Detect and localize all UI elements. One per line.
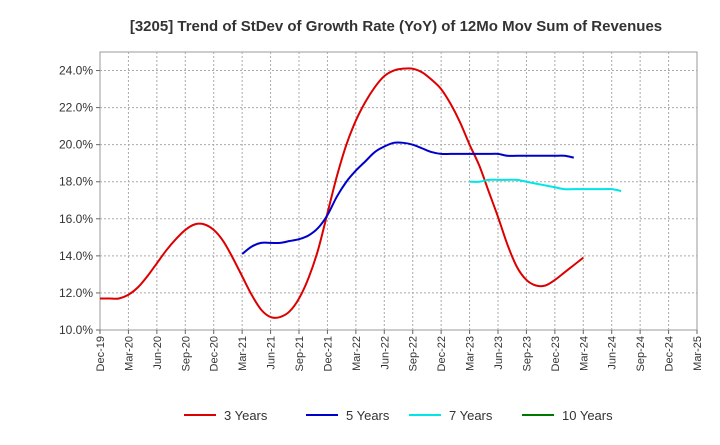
chart-title: [3205] Trend of StDev of Growth Rate (Yo… [130,18,662,35]
x-tick-label: Dec-23 [550,336,562,371]
grid-lines [100,52,697,330]
y-tick-label: 14.0% [59,249,93,263]
x-tick-label: Jun-21 [266,336,278,370]
x-tick-label: Jun-24 [607,336,619,370]
legend-label-3-years: 3 Years [224,408,268,423]
x-tick-label: Mar-25 [692,336,704,371]
y-tick-label: 10.0% [59,323,93,337]
plot-area [99,51,698,331]
x-tick-label: Jun-23 [493,336,505,370]
x-tick-label: Sep-21 [294,336,306,371]
y-tick-label: 20.0% [59,138,93,152]
y-tick-label: 16.0% [59,212,93,226]
legend-label-5-years: 5 Years [346,408,390,423]
y-tick-label: 22.0% [59,101,93,115]
x-tick-label: Mar-22 [351,336,363,371]
y-tick-label: 12.0% [59,286,93,300]
x-tick-label: Sep-24 [635,336,647,371]
x-tick-label: Sep-23 [521,336,533,371]
legend-label-10-years: 10 Years [562,408,613,423]
x-tick-label: Dec-24 [664,336,676,371]
axes: Dec-19 Mar-20 Jun-20 Sep-20 Dec-20 Mar-21 Jun-… [59,64,704,372]
x-tick-label: Dec-21 [322,336,334,371]
series-line-3-years [100,67,584,319]
x-tick-label: Mar-23 [465,336,477,371]
series-line-7-years [469,178,622,192]
x-tick-label: Mar-20 [123,336,135,371]
x-tick-label: Dec-20 [209,336,221,371]
x-tick-label: Dec-19 [95,336,107,371]
y-tick-label: 24.0% [59,64,93,78]
legend: 3 Years 5 Years 7 Years 10 Years [184,408,613,423]
legend-label-7-years: 7 Years [449,408,493,423]
x-tick-label: Mar-21 [237,336,249,371]
x-tick-label: Jun-22 [379,336,391,370]
x-tick-label: Sep-20 [180,336,192,371]
y-tick-label: 18.0% [59,175,93,189]
x-tick-label: Mar-24 [578,336,590,371]
x-tick-label: Sep-22 [408,336,420,371]
x-tick-label: Jun-20 [152,336,164,370]
x-tick-label: Dec-22 [436,336,448,371]
series-lines [100,67,622,319]
series-line-5-years [241,141,575,255]
